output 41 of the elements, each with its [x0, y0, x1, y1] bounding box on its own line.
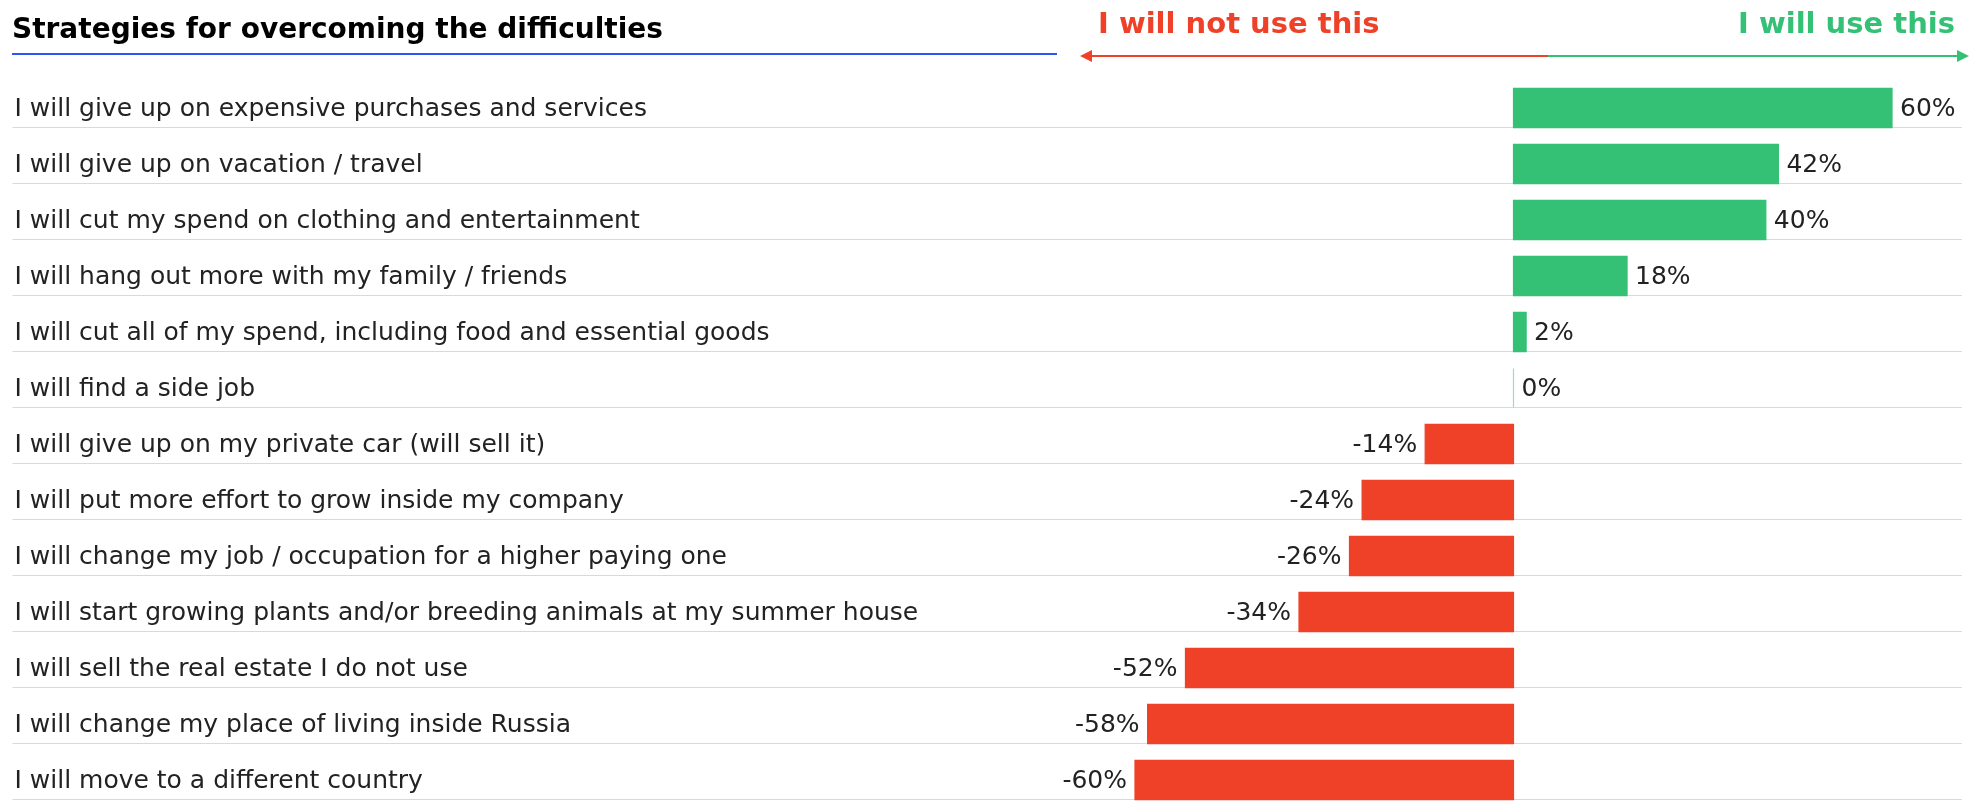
- bar: [1512, 311, 1527, 353]
- text: I will not use this: [1098, 6, 1380, 40]
- bar: [1424, 423, 1515, 465]
- y-tick-label: I will hang out more with my family / friends: [14, 261, 568, 290]
- bar: [1512, 199, 1767, 241]
- y-tick-label: I will move to a different country: [14, 765, 424, 794]
- y-tick-label: I will change my job / occupation for a higher paying one: [14, 541, 727, 570]
- bar: [1512, 143, 1780, 185]
- y-tick-label: I will cut all of my spend, including food and essential goods: [14, 317, 770, 346]
- data-label: -24%: [1289, 485, 1355, 514]
- text: Strategies for overcoming the difficulties: [12, 12, 1057, 55]
- data-label: 18%: [1635, 261, 1691, 290]
- bar: [1512, 255, 1628, 297]
- bar: [1348, 535, 1515, 577]
- text: I will use this: [1738, 6, 1955, 40]
- bar: [1147, 703, 1515, 745]
- data-label: 42%: [1786, 149, 1843, 178]
- bar: [1512, 87, 1893, 129]
- y-tick-label: I will sell the real estate I do not use: [14, 653, 468, 682]
- bar: [1361, 479, 1515, 521]
- y-tick-label: I will give up on expensive purchases and services: [14, 93, 647, 122]
- data-label: -14%: [1352, 429, 1418, 458]
- y-tick-label: I will start growing plants and/or breeding animals at my summer house: [14, 597, 919, 626]
- data-label: -34%: [1226, 597, 1292, 626]
- data-label: 60%: [1900, 93, 1956, 122]
- y-tick-label: I will find a side job: [14, 373, 256, 402]
- bar: [1134, 759, 1515, 801]
- bar: [1298, 591, 1515, 633]
- y-tick-label: I will put more effort to grow inside my company: [14, 485, 624, 514]
- y-tick-label: I will cut my spend on clothing and entertainment: [14, 205, 640, 234]
- data-label: 2%: [1534, 317, 1574, 346]
- data-label: -58%: [1075, 709, 1140, 738]
- y-tick-label: I will give up on my private car (will sell it): [14, 429, 546, 458]
- data-label: 0%: [1521, 373, 1562, 402]
- bar: [1184, 647, 1515, 689]
- data-label: -26%: [1276, 541, 1342, 570]
- y-tick-label: I will give up on vacation / travel: [14, 149, 423, 178]
- y-tick-label: I will change my place of living inside Russia: [14, 709, 572, 738]
- data-label: 40%: [1773, 205, 1830, 234]
- data-label: -52%: [1112, 653, 1178, 682]
- data-label: -60%: [1062, 765, 1127, 794]
